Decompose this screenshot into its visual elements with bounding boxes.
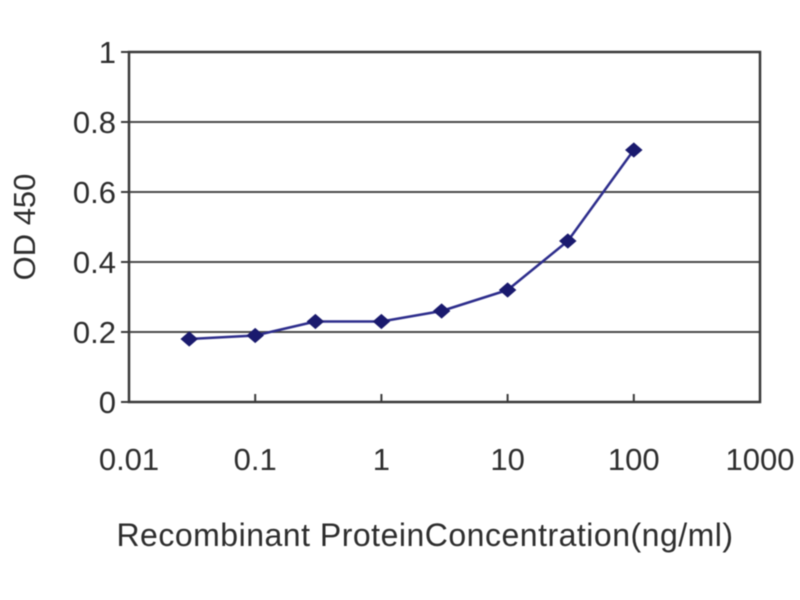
data-point-marker	[372, 313, 391, 330]
data-point-marker	[180, 331, 198, 347]
y-axis-title: OD 450	[7, 173, 42, 281]
data-point-marker	[498, 282, 517, 298]
data-point-marker	[246, 327, 264, 344]
x-axis-title: Recombinant ProteinConcentration(ng/ml)	[116, 517, 734, 553]
x-tick-label: 0.1	[234, 442, 277, 477]
plot-border	[127, 50, 762, 404]
y-tick-label: 0.8	[73, 105, 116, 140]
x-tick-label: 0.01	[99, 442, 159, 477]
x-tick-label: 10	[490, 442, 524, 477]
x-tick-label: 1000	[726, 442, 795, 477]
data-point-marker	[432, 303, 451, 319]
x-tick-label: 1	[373, 442, 390, 477]
data-line	[189, 149, 635, 341]
y-tick-label: 0.4	[73, 245, 116, 280]
y-tick-label: 0.6	[73, 175, 116, 210]
y-tick-label: 0.2	[73, 315, 116, 350]
data-point-marker	[559, 233, 577, 249]
data-point-marker	[306, 313, 325, 330]
y-tick-label: 1	[99, 35, 116, 70]
x-tick-label: 100	[608, 442, 660, 477]
data-point-marker	[625, 142, 643, 158]
y-tick-label: 0	[99, 385, 116, 420]
